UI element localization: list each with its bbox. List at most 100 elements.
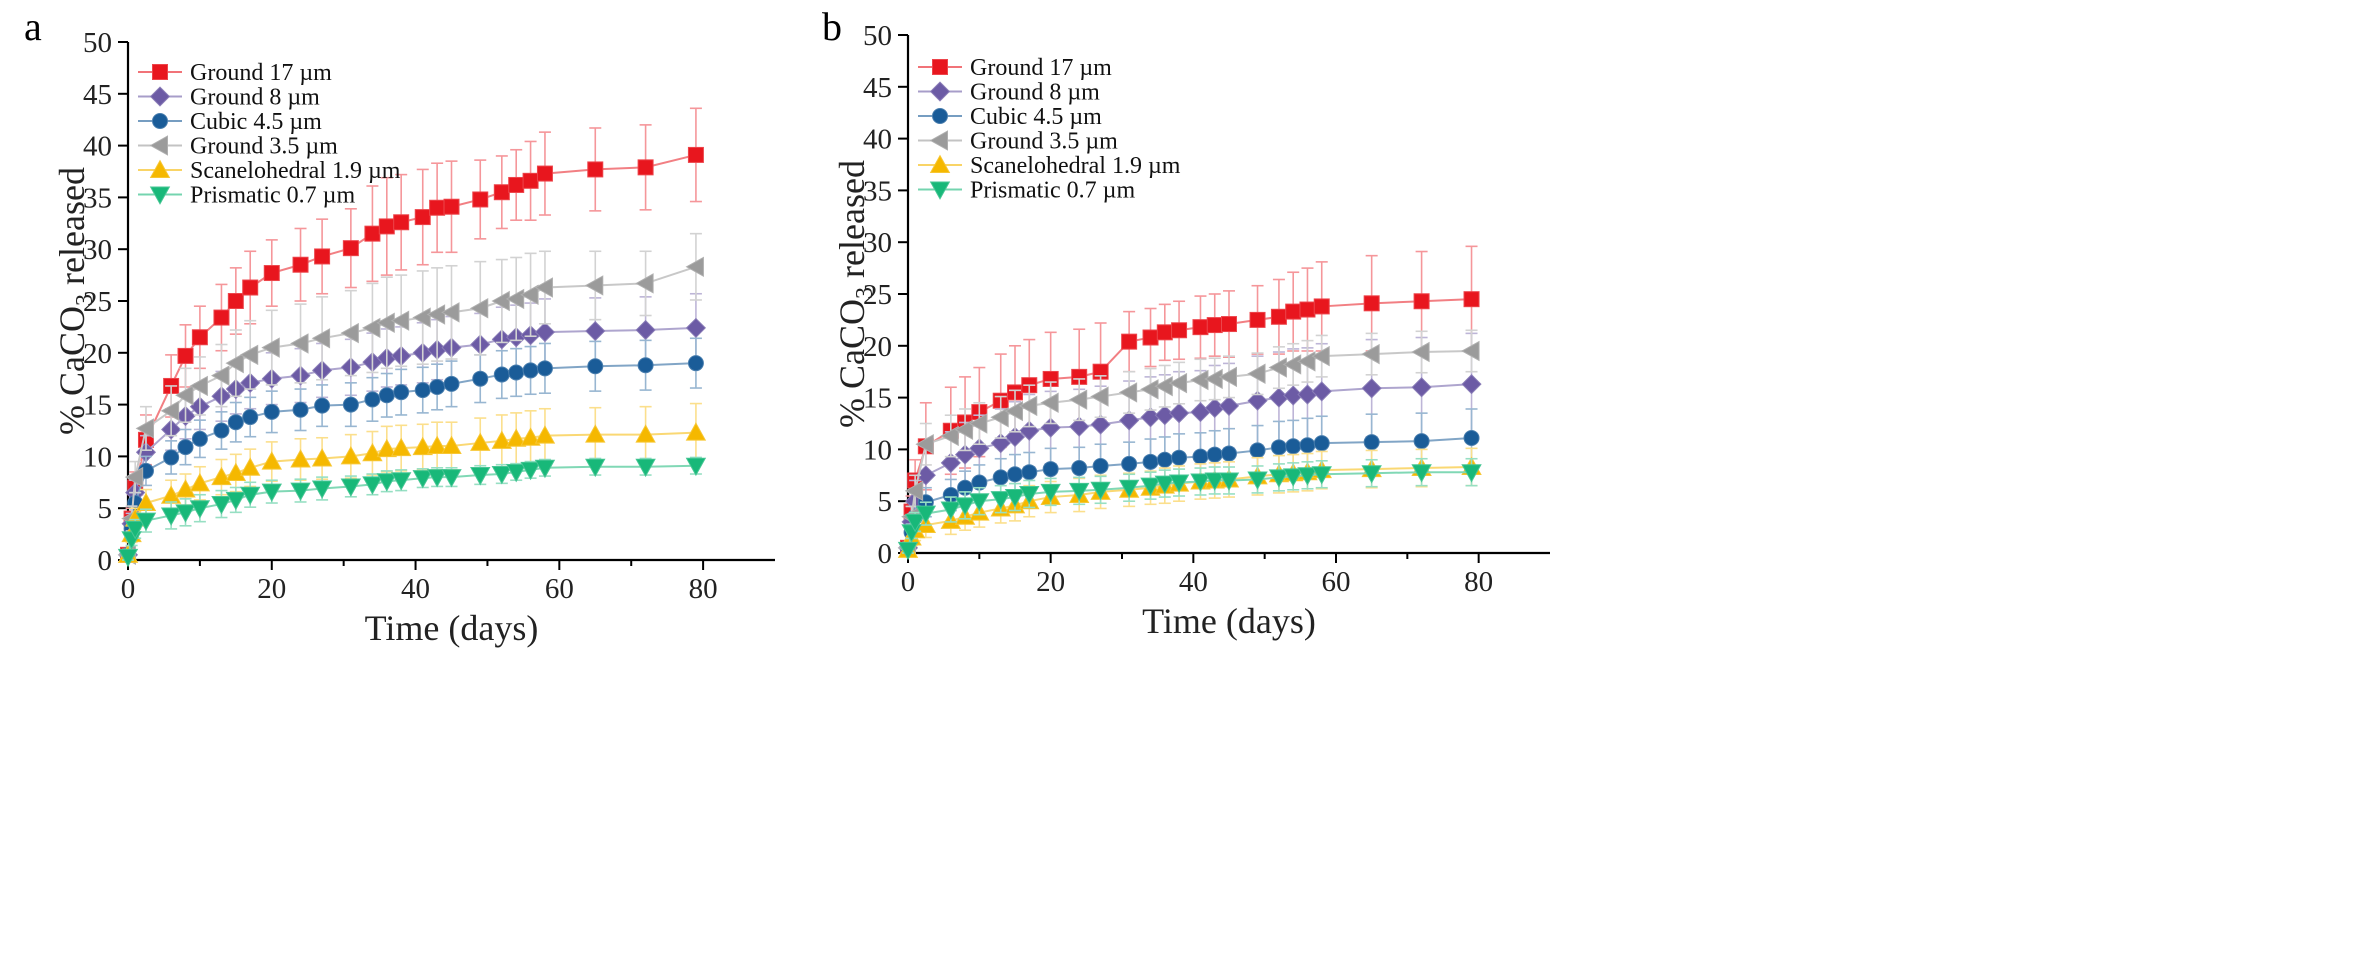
data-point	[189, 375, 208, 397]
data-point	[290, 333, 309, 354]
data-point	[954, 419, 974, 440]
series-5	[117, 456, 707, 568]
legend-marker	[932, 59, 948, 75]
data-point	[1461, 464, 1482, 483]
series-line	[907, 471, 1472, 551]
data-point	[412, 470, 433, 489]
data-point	[685, 317, 707, 339]
series-line	[907, 383, 1472, 548]
data-point	[1042, 461, 1059, 478]
data-point	[1021, 464, 1038, 481]
data-point	[491, 430, 513, 449]
data-point	[940, 452, 961, 473]
data-point	[290, 482, 311, 501]
data-point	[1413, 293, 1430, 310]
data-point	[1461, 340, 1480, 362]
y-axis-title: % CaCO3 released	[52, 167, 98, 435]
data-point	[290, 449, 311, 468]
x-axis-title: Time (days)	[365, 608, 539, 648]
data-point	[175, 479, 196, 498]
data-point	[1071, 460, 1088, 477]
data-point	[175, 504, 196, 523]
data-point	[915, 505, 937, 525]
y-tick-label: 0	[98, 545, 113, 577]
data-point	[362, 317, 381, 339]
data-point	[227, 414, 244, 431]
data-point	[1282, 354, 1302, 375]
data-point	[261, 483, 283, 503]
data-point	[1156, 451, 1173, 468]
data-point	[954, 497, 976, 516]
data-point	[520, 284, 539, 306]
data-point	[520, 461, 541, 481]
data-point	[505, 428, 527, 447]
series-2	[120, 337, 704, 563]
data-point	[426, 304, 446, 325]
y-tick-label: 5	[98, 493, 113, 525]
data-point	[364, 225, 381, 242]
data-point	[117, 548, 139, 568]
data-point	[390, 472, 412, 491]
data-point	[1142, 453, 1159, 470]
data-point	[915, 433, 934, 455]
data-point	[1461, 374, 1482, 395]
data-point	[522, 172, 539, 189]
data-point	[687, 355, 704, 372]
y-tick-label: 35	[83, 182, 112, 214]
data-point	[441, 302, 460, 323]
legend-label: Scanelohedral 1.9 µm	[190, 158, 401, 184]
y-axis-title-part: % CaCO	[52, 306, 92, 435]
data-point	[412, 436, 433, 456]
data-point	[225, 352, 244, 374]
y-tick-label: 5	[878, 486, 893, 518]
y-tick-label: 20	[863, 331, 892, 363]
data-point	[1168, 372, 1188, 394]
y-axis-title: % CaCO3 released	[832, 160, 878, 428]
legend-marker	[929, 154, 951, 173]
x-tick-label: 80	[1464, 566, 1493, 598]
data-point	[1168, 474, 1190, 493]
data-point	[1411, 341, 1430, 363]
data-point	[1040, 392, 1059, 414]
data-point	[1361, 378, 1382, 399]
series-line	[127, 431, 696, 555]
data-point	[508, 176, 525, 193]
data-point	[443, 198, 460, 215]
data-point	[429, 378, 446, 395]
y-tick-label: 10	[83, 441, 112, 473]
data-point	[191, 430, 208, 447]
data-point	[390, 437, 412, 457]
data-point	[1121, 333, 1138, 350]
legend-marker	[929, 181, 951, 200]
data-point	[1363, 434, 1380, 451]
data-point	[225, 462, 247, 481]
data-point	[685, 457, 707, 477]
y-tick-label: 50	[863, 20, 892, 52]
data-point	[470, 467, 491, 486]
data-point	[1069, 416, 1090, 437]
series-line	[127, 326, 696, 555]
data-point	[1285, 438, 1302, 455]
data-point	[635, 273, 654, 294]
legend-label: Ground 17 µm	[190, 60, 332, 86]
data-point	[263, 265, 280, 282]
data-point	[376, 473, 398, 492]
data-point	[1361, 343, 1380, 365]
data-point	[587, 358, 604, 375]
data-point	[472, 370, 489, 387]
data-point	[1313, 435, 1330, 452]
data-point	[536, 165, 553, 182]
data-point	[429, 199, 446, 216]
data-point	[522, 362, 539, 379]
data-point	[393, 214, 410, 231]
x-tick-label: 20	[1036, 566, 1065, 598]
data-point	[311, 480, 333, 499]
data-point	[378, 218, 395, 235]
y-tick-label: 25	[83, 286, 112, 318]
data-point	[1171, 322, 1188, 339]
data-point	[135, 418, 154, 439]
data-point	[534, 425, 556, 444]
legend-marker	[152, 64, 168, 80]
y-axis-title-part: released	[52, 167, 92, 294]
